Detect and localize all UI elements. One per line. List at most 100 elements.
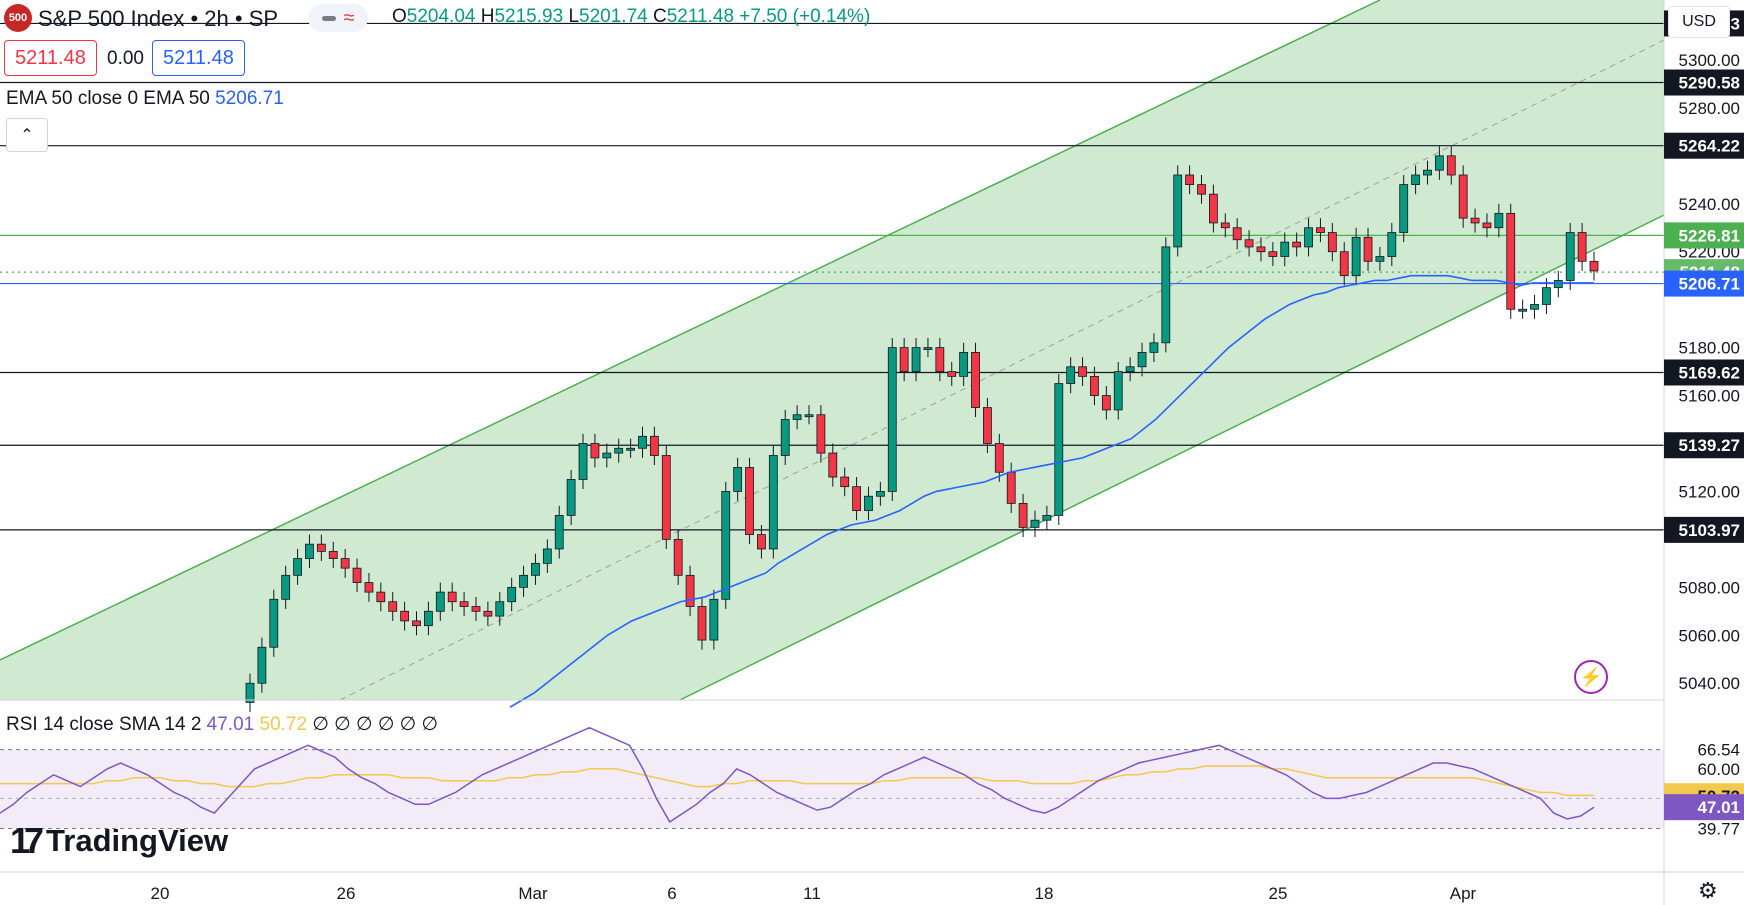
rsi-line xyxy=(0,726,1595,823)
candle-body xyxy=(281,574,291,600)
candle-body xyxy=(1304,227,1313,248)
candle-body xyxy=(578,443,588,480)
rsi-tick-label: 60.00 xyxy=(1697,760,1740,779)
settings-gear-icon[interactable]: ⚙ xyxy=(1698,878,1718,903)
candle-body xyxy=(1232,227,1242,241)
candle-body xyxy=(1185,174,1195,185)
candle-body xyxy=(471,606,481,612)
candle-body xyxy=(305,543,314,559)
candle-body xyxy=(1577,232,1587,262)
candle-body xyxy=(768,455,778,550)
candle-body xyxy=(424,610,433,627)
candle-body xyxy=(1030,519,1040,528)
time-tick-label: Apr xyxy=(1450,884,1477,903)
candle-body xyxy=(947,371,957,377)
indicator-toggle-pill[interactable]: ≈ xyxy=(308,4,368,32)
rsi-label: RSI 14 close SMA 14 2 xyxy=(6,714,202,735)
candle-body xyxy=(959,351,969,377)
tradingview-logo[interactable]: 17 TradingView xyxy=(10,820,228,862)
candle-body xyxy=(1256,246,1266,253)
candle-body xyxy=(340,558,350,569)
candle-body xyxy=(1137,351,1147,368)
candle-body xyxy=(1268,251,1278,257)
price-label-bg xyxy=(1664,432,1744,459)
channel-upper xyxy=(0,0,1381,661)
candle-body xyxy=(1542,287,1551,305)
candle-body xyxy=(352,567,362,583)
lightning-icon[interactable]: ⚡ xyxy=(1574,660,1608,694)
symbol-title[interactable]: S&P 500 Index • 2h • SP xyxy=(38,6,279,31)
price-label: 5139.27 xyxy=(1679,436,1740,455)
candle-body xyxy=(780,419,790,456)
candle-body xyxy=(1494,212,1504,229)
candle-body xyxy=(590,443,600,459)
candle-body xyxy=(638,435,647,449)
candle-body xyxy=(1434,155,1444,171)
rsi-tick-label: 39.77 xyxy=(1697,819,1740,838)
candle-body xyxy=(1113,371,1123,411)
minus-icon xyxy=(321,15,336,21)
candle-body xyxy=(293,558,302,576)
candle-body xyxy=(697,606,707,641)
candle-body xyxy=(245,682,255,703)
candle-body xyxy=(531,562,540,576)
candle-body xyxy=(602,452,612,459)
price-label-bg xyxy=(1664,270,1744,297)
candle-body xyxy=(1161,246,1171,344)
candle-body xyxy=(733,467,743,492)
candle-body xyxy=(1090,375,1099,396)
candle-body xyxy=(1018,503,1028,528)
price-label-bg xyxy=(1664,132,1744,159)
rsi-tick-label: 66.54 xyxy=(1697,741,1740,760)
candle-body xyxy=(412,620,421,627)
candle-body xyxy=(1244,239,1254,248)
candle-body xyxy=(1078,366,1087,377)
collapse-legend-button[interactable]: ⌃ xyxy=(6,118,48,152)
candle-body xyxy=(1316,227,1325,233)
candle-body xyxy=(1197,184,1206,195)
candle-body xyxy=(757,534,766,550)
time-tick-label: 20 xyxy=(151,884,170,903)
candle-body xyxy=(673,538,683,576)
spread-value: 0.00 xyxy=(107,48,144,69)
candle-body xyxy=(388,601,398,612)
candle-body xyxy=(816,414,826,454)
candle-body xyxy=(1589,260,1599,272)
channel-fill xyxy=(0,0,1664,700)
candle-body xyxy=(554,515,564,550)
sell-price-button[interactable]: 5211.48 xyxy=(4,40,97,76)
candle-body xyxy=(566,479,576,516)
buy-price-button[interactable]: 5211.48 xyxy=(152,40,245,76)
candle-body xyxy=(1375,256,1385,262)
index-logo: 500 xyxy=(4,4,32,32)
candle-body xyxy=(649,435,659,456)
candle-body xyxy=(1351,236,1361,277)
candle-body xyxy=(1066,366,1076,384)
price-tick-label: 5080.00 xyxy=(1679,578,1740,597)
ema-legend[interactable]: EMA 50 close 0 EMA 50 5206.71 xyxy=(6,88,284,110)
ohlc-legend: O5204.04 H5215.93 L5201.74 C5211.48 +7.5… xyxy=(392,6,871,27)
candle-body xyxy=(983,407,992,444)
rsi-legend[interactable]: RSI 14 close SMA 14 2 47.01 50.72 ∅ ∅ ∅ … xyxy=(6,713,438,736)
change-value: +7.50 (+0.14%) xyxy=(739,6,871,27)
price-tick-label: 5240.00 xyxy=(1679,195,1740,214)
price-label: 5226.81 xyxy=(1679,226,1740,245)
candle-body xyxy=(1530,304,1539,310)
candle-body xyxy=(328,550,338,559)
candle-body xyxy=(1006,471,1016,504)
candle-body xyxy=(1220,222,1230,229)
candle-body xyxy=(1149,342,1159,353)
currency-selector[interactable]: USD xyxy=(1668,6,1730,38)
candle-body xyxy=(1399,184,1409,233)
rsi-value-label: 47.01 xyxy=(1697,798,1740,817)
brand-name: TradingView xyxy=(46,823,229,858)
candle-body xyxy=(507,586,517,603)
open-value: 5204.04 xyxy=(406,6,476,27)
rsi-value: 47.01 xyxy=(206,714,255,735)
ema-label: EMA 50 close 0 EMA 50 xyxy=(6,88,210,109)
candle-body xyxy=(316,543,326,552)
candle-body xyxy=(400,610,410,622)
chevron-up-icon: ⌃ xyxy=(20,127,34,144)
rsi-sma-value: 50.72 xyxy=(259,714,308,735)
